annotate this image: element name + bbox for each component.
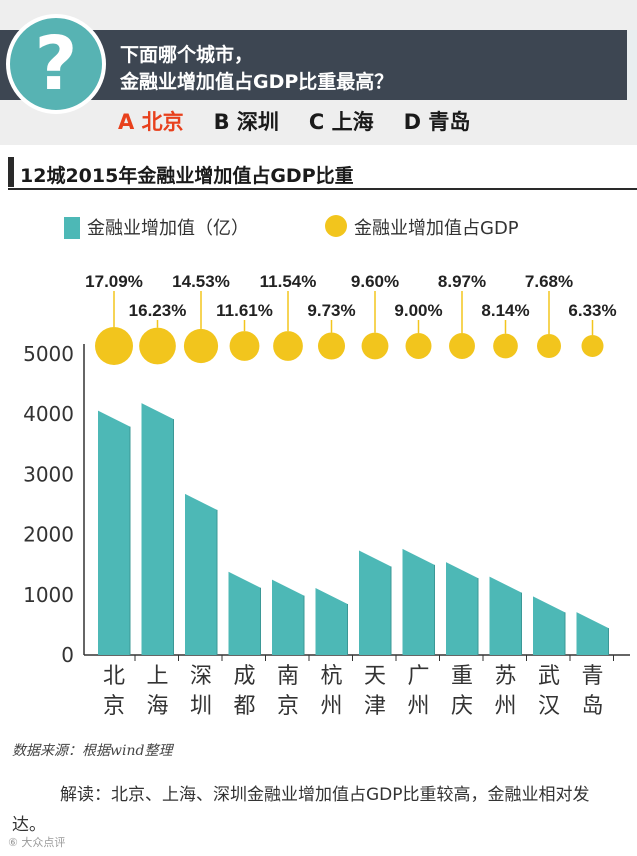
x-tick-label: 武汉 xyxy=(538,664,560,719)
data-label: 6.33% xyxy=(568,301,616,320)
data-label: 14.53% xyxy=(172,272,230,291)
y-tick-label: 2000 xyxy=(23,523,74,547)
pct-bubble xyxy=(317,332,346,360)
x-tick-label: 青岛 xyxy=(581,664,603,719)
chart: 0 1000 2000 3000 4000 5000 北京 17.09% 上海 16.23% 深圳 1… xyxy=(23,272,630,719)
x-tick-label: 北京 xyxy=(103,664,125,719)
section-rule xyxy=(8,188,637,190)
x-tick-label: 重庆 xyxy=(451,664,473,719)
x-tick-label: 南京 xyxy=(277,664,299,719)
bar xyxy=(228,571,261,655)
x-tick-label: 成都 xyxy=(233,664,255,719)
data-label: 8.14% xyxy=(481,301,529,320)
bar xyxy=(315,588,348,655)
y-tick-label: 4000 xyxy=(23,402,74,426)
bar xyxy=(402,548,435,655)
y-tick-label: 0 xyxy=(61,643,74,667)
pct-bubble xyxy=(581,335,604,357)
legend-dot-swatch xyxy=(325,215,347,237)
legend-bar-label: 金融业增加值（亿） xyxy=(87,218,249,239)
question-header-bar xyxy=(0,30,637,100)
pct-bubble xyxy=(493,333,518,359)
data-label: 9.73% xyxy=(307,301,355,320)
data-label: 9.00% xyxy=(394,301,442,320)
data-label: 11.54% xyxy=(260,272,317,291)
legend-bar-swatch xyxy=(64,217,80,239)
bar xyxy=(489,576,522,655)
interpretation-note: 解读：北京、上海、深圳金融业增加值占GDP比重较高，金融业相对发达。 xyxy=(12,785,590,835)
bar xyxy=(359,550,391,655)
bar xyxy=(576,612,609,655)
x-tick-label: 广州 xyxy=(407,664,429,719)
data-source: 数据来源：根据wind整理 xyxy=(12,743,173,759)
question-line-1: 下面哪个城市， xyxy=(120,44,254,66)
pct-bubble xyxy=(361,332,389,360)
y-tick-label: 3000 xyxy=(23,462,74,486)
section-marker xyxy=(8,157,14,187)
answer-options: A 北京 B 深圳 C 上海 D 青岛 xyxy=(118,106,500,136)
question-bar-edge xyxy=(627,30,637,100)
y-tick-label: 1000 xyxy=(23,583,74,607)
x-tick-label: 天津 xyxy=(364,664,386,719)
answer-option-a: A 北京 xyxy=(118,110,184,134)
data-label: 9.60% xyxy=(351,272,399,291)
section-title: 12城2015年金融业增加值占GDP比重 xyxy=(20,165,354,187)
answer-option-b: B 深圳 xyxy=(213,110,279,134)
x-tick-label: 苏州 xyxy=(494,664,516,719)
pct-bubble xyxy=(536,333,562,359)
pct-bubble xyxy=(95,327,133,365)
data-label: 11.61% xyxy=(216,301,273,320)
x-tick-label: 深圳 xyxy=(190,664,212,719)
pct-bubble xyxy=(139,327,176,365)
pct-bubble xyxy=(273,331,303,361)
watermark: ⑥ 大众点评 xyxy=(8,836,66,849)
pct-bubble xyxy=(183,328,219,364)
data-label: 17.09% xyxy=(85,272,143,291)
pct-bubble xyxy=(405,333,432,359)
data-label: 16.23% xyxy=(129,301,187,320)
bar xyxy=(98,410,130,655)
answer-option-c: C 上海 xyxy=(308,110,374,134)
data-label: 7.68% xyxy=(525,272,573,291)
pct-bubble xyxy=(229,331,260,361)
y-tick-label: 5000 xyxy=(23,342,74,366)
bar xyxy=(446,562,478,655)
bar xyxy=(272,579,304,655)
data-label: 8.97% xyxy=(438,272,486,291)
x-tick-label: 上海 xyxy=(146,664,168,719)
bar xyxy=(185,493,217,655)
bar xyxy=(141,403,174,655)
bar xyxy=(533,596,565,655)
answer-option-d: D 青岛 xyxy=(403,110,471,134)
legend-dot-label: 金融业增加值占GDP xyxy=(354,218,519,239)
x-tick-label: 杭州 xyxy=(320,664,342,719)
question-line-2: 金融业增加值占GDP比重最高？ xyxy=(120,71,394,93)
question-mark-icon: ? xyxy=(6,14,106,114)
pct-bubble xyxy=(449,333,475,359)
